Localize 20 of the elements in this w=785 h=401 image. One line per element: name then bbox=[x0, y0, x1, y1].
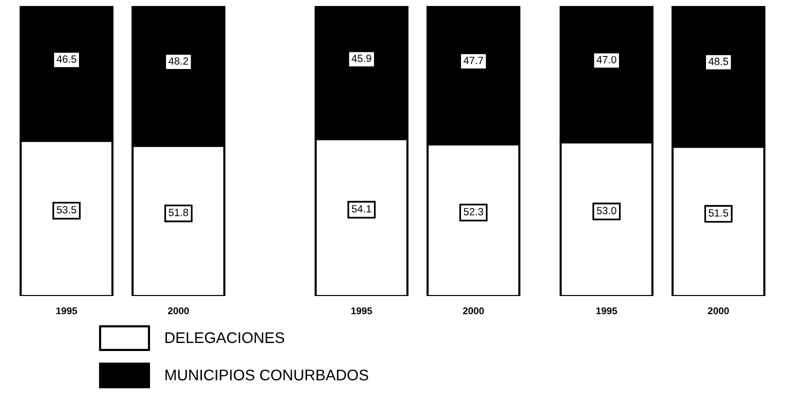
legend-label: DELEGACIONES bbox=[166, 332, 284, 344]
data-label: 53.5 bbox=[56, 206, 76, 214]
data-label: 52.3 bbox=[464, 208, 484, 216]
x-tick-label: 1995 bbox=[56, 307, 78, 314]
x-tick-label: 2000 bbox=[462, 307, 484, 314]
data-label: 53.0 bbox=[596, 206, 616, 214]
data-label: 47.0 bbox=[596, 56, 616, 64]
data-label: 46.5 bbox=[56, 55, 76, 63]
data-label: 48.2 bbox=[168, 57, 188, 65]
data-label: 45.9 bbox=[352, 54, 372, 62]
data-label: 51.8 bbox=[168, 208, 188, 216]
data-label: 47.7 bbox=[464, 56, 484, 64]
x-tick-label: 2000 bbox=[168, 307, 189, 314]
x-tick-label: 1995 bbox=[351, 307, 372, 314]
x-tick-label: 1995 bbox=[596, 307, 618, 314]
data-label: 54.1 bbox=[352, 205, 372, 213]
data-label: 51.5 bbox=[708, 209, 728, 217]
legend-label: MUNICIPIOS CONURBADOS bbox=[166, 370, 368, 380]
x-tick-label: 2000 bbox=[708, 307, 729, 314]
data-label: 48.5 bbox=[708, 58, 728, 66]
